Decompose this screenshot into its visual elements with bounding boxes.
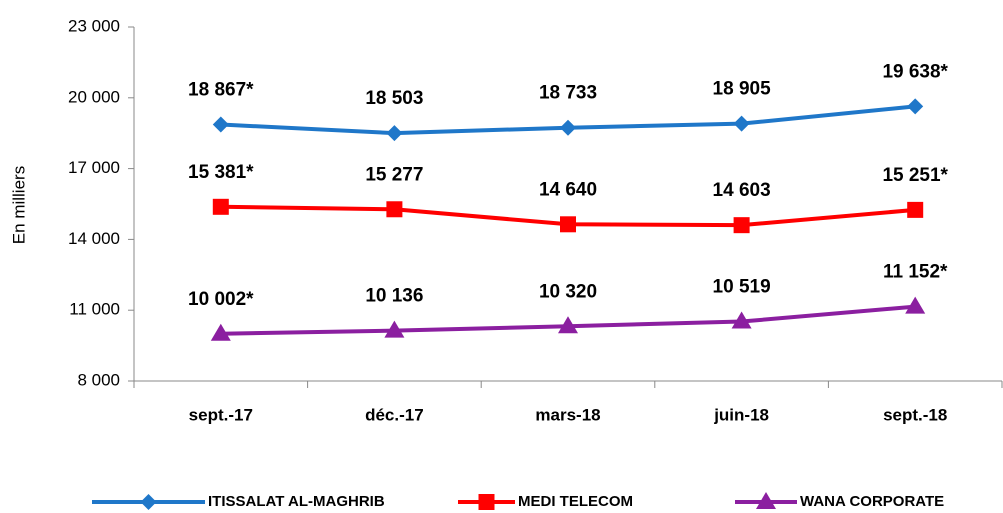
marker xyxy=(212,116,229,133)
marker xyxy=(907,201,924,218)
data-label: 10 002* xyxy=(188,289,254,310)
marker xyxy=(905,296,926,314)
marker xyxy=(478,494,495,510)
x-tick-label: sept.-17 xyxy=(189,405,253,424)
data-label: 10 519 xyxy=(713,277,771,298)
legend-label: WANA CORPORATE xyxy=(800,493,944,510)
marker xyxy=(140,494,157,510)
y-tick-label: 8 000 xyxy=(77,370,120,389)
marker xyxy=(733,217,750,234)
y-tick-label: 14 000 xyxy=(68,229,120,248)
legend-label: MEDI TELECOM xyxy=(518,493,633,510)
data-label: 10 136 xyxy=(365,286,423,307)
data-label: 15 381* xyxy=(188,162,254,183)
marker xyxy=(756,492,776,509)
y-tick-label: 17 000 xyxy=(68,158,120,177)
x-tick-label: juin-18 xyxy=(713,405,769,424)
marker xyxy=(558,316,578,334)
x-tick-label: sept.-18 xyxy=(883,405,947,424)
marker xyxy=(386,201,403,218)
marker xyxy=(907,98,924,115)
legend-label: ITISSALAT AL-MAGHRIB xyxy=(208,493,385,510)
marker xyxy=(560,119,576,136)
y-tick-label: 23 000 xyxy=(68,16,120,35)
data-label: 15 251* xyxy=(882,165,948,186)
data-label: 18 905 xyxy=(713,79,772,100)
y-tick-label: 11 000 xyxy=(69,300,120,319)
data-label: 15 277 xyxy=(365,164,423,185)
data-label: 18 503 xyxy=(365,88,423,109)
marker xyxy=(386,125,403,142)
data-label: 18 867* xyxy=(188,80,254,101)
marker xyxy=(731,311,752,329)
data-label: 11 152* xyxy=(883,262,948,283)
marker xyxy=(384,320,405,338)
marker xyxy=(560,216,576,233)
data-label: 10 320 xyxy=(539,281,597,302)
data-label: 18 733 xyxy=(539,83,597,104)
data-label: 19 638* xyxy=(882,61,948,82)
data-label: 14 640 xyxy=(539,179,597,200)
x-tick-label: déc.-17 xyxy=(365,405,424,424)
y-axis-label: En milliers xyxy=(9,166,28,244)
marker xyxy=(210,323,231,341)
x-tick-label: mars-18 xyxy=(535,405,600,424)
y-tick-label: 20 000 xyxy=(68,87,120,106)
marker xyxy=(212,198,229,215)
marker xyxy=(733,115,750,132)
data-label: 14 603 xyxy=(713,180,771,201)
